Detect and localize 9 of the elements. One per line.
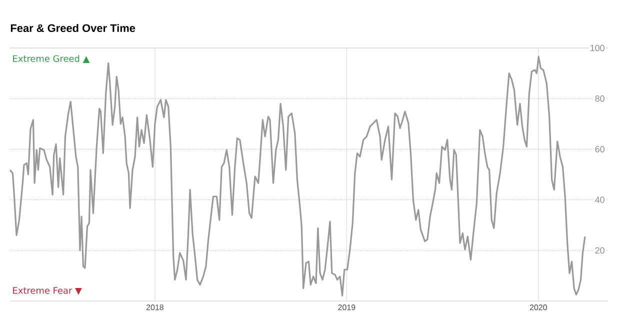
y-tick-label: 60: [595, 146, 604, 152]
annotation: Extreme Greed ▲: [13, 55, 90, 63]
y-tick-label: 20: [595, 247, 604, 254]
annotation: Extreme Fear ▼: [13, 287, 82, 295]
chart-title: Fear & Greed Over Time: [10, 24, 136, 32]
y-tick-label: 80: [595, 95, 604, 102]
line-series: [9, 56, 586, 296]
y-tick-label: 100: [590, 44, 604, 52]
y-tick-label: 40: [595, 196, 604, 203]
